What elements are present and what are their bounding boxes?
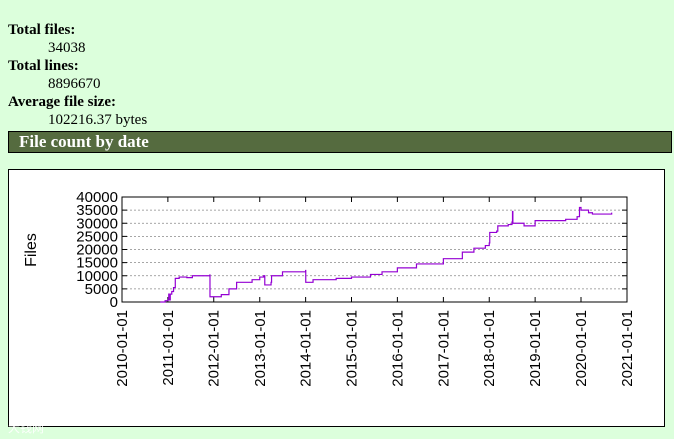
chart-container: 0 5000 10000 15000 20000 25000 30000 35000 40000…	[8, 169, 665, 427]
x-tick-label: 2018-01-01	[481, 310, 498, 387]
watermark-logo: 大钱网	[8, 421, 45, 435]
series-line	[160, 206, 613, 303]
y-axis-label: Files	[23, 233, 40, 267]
y-tick-label: 30000	[76, 215, 118, 232]
stats-list: Total files: 34038 Total lines: 8896670 …	[8, 21, 147, 129]
x-tick-label: 2019-01-01	[527, 310, 544, 387]
section-title: File count by date	[19, 132, 149, 151]
y-tick-label: 0	[110, 294, 118, 311]
stat-label-average-file-size: Average file size:	[8, 94, 116, 110]
stat-value-total-files: 34038	[48, 40, 86, 56]
x-tick-label: 2014-01-01	[298, 310, 315, 387]
y-tick-label: 10000	[76, 268, 118, 285]
stat-label-total-lines: Total lines:	[8, 58, 79, 74]
axis-ticks: 0500010000150002000025000300003500040000…	[76, 189, 636, 387]
x-tick-label: 2010-01-01	[114, 310, 131, 387]
file-count-chart: 0500010000150002000025000300003500040000…	[23, 189, 636, 387]
y-tick-label: 25000	[76, 228, 118, 245]
y-tick-label: 20000	[76, 242, 118, 259]
x-tick-label: 2020-01-01	[573, 310, 590, 387]
y-tick-label: 5000	[85, 281, 118, 298]
x-tick-label: 2016-01-01	[389, 310, 406, 387]
x-tick-label: 2017-01-01	[435, 310, 452, 387]
stat-value-average-file-size: 102216.37 bytes	[48, 112, 148, 128]
x-tick-label: 2021-01-01	[619, 310, 636, 387]
y-tick-label: 15000	[76, 255, 118, 272]
x-tick-label: 2013-01-01	[252, 310, 269, 387]
x-tick-label: 2015-01-01	[343, 310, 360, 387]
y-tick-label: 40000	[76, 189, 118, 206]
stat-label-total-files: Total files:	[8, 22, 76, 38]
x-tick-label: 2011-01-01	[160, 310, 177, 386]
series-group	[160, 206, 613, 303]
section-header: File count by date	[8, 131, 672, 153]
x-tick-label: 2012-01-01	[206, 310, 223, 387]
y-tick-label: 35000	[76, 202, 118, 219]
grid-lines	[122, 209, 627, 290]
stat-value-total-lines: 8896670	[48, 76, 101, 92]
